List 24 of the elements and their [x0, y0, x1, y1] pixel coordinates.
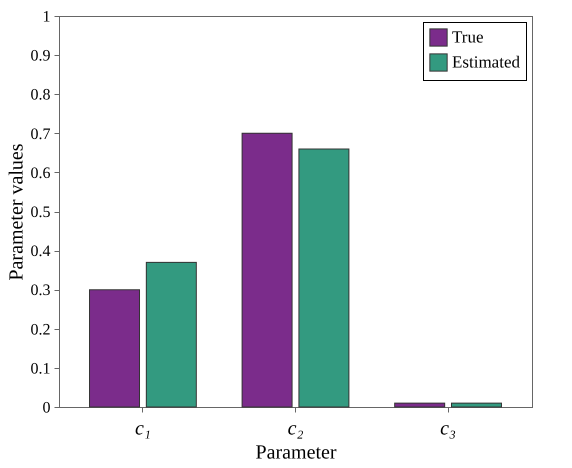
- bar: [394, 402, 446, 408]
- x-tick-label: c₂: [288, 418, 304, 440]
- y-tick-label: 1: [42, 8, 50, 26]
- legend-label: True: [452, 28, 484, 46]
- y-tick-label: 0.1: [30, 360, 50, 378]
- bar: [146, 262, 197, 408]
- x-axis-title: Parameter: [255, 442, 337, 464]
- y-tick-label: 0.3: [30, 282, 50, 300]
- y-tick-label: 0.9: [30, 48, 50, 65]
- y-tick-label: 0: [42, 400, 50, 416]
- y-tick-label: 0.5: [30, 204, 50, 221]
- bar: [242, 132, 293, 408]
- x-tick-label: c₁: [134, 418, 151, 440]
- bar: [298, 148, 350, 408]
- y-tick-label: 0.8: [30, 86, 50, 104]
- y-tick-label: 0.2: [30, 321, 50, 338]
- bar: [89, 289, 140, 408]
- y-axis-title: Parameter values: [6, 143, 28, 281]
- y-tick-label: 0.6: [30, 164, 50, 182]
- y-tick-label: 0.7: [30, 126, 50, 143]
- bar: [450, 402, 502, 408]
- legend-label: Estimated: [452, 52, 520, 72]
- y-tick-label: 0.4: [30, 243, 50, 260]
- x-tick-label: c₃: [440, 418, 456, 440]
